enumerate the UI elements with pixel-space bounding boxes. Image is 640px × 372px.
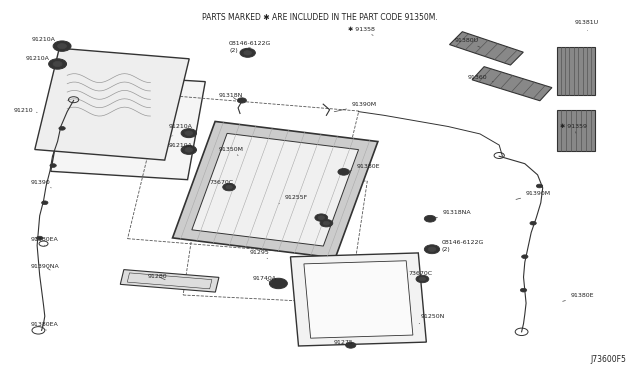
Circle shape [50, 164, 56, 167]
Text: 91318NA: 91318NA [435, 209, 472, 218]
Circle shape [424, 215, 436, 222]
Circle shape [419, 277, 426, 281]
Text: 91210A: 91210A [32, 36, 60, 46]
Polygon shape [120, 270, 219, 292]
Circle shape [244, 51, 252, 55]
Text: 91390: 91390 [31, 180, 51, 188]
Circle shape [416, 275, 429, 283]
Polygon shape [173, 121, 378, 258]
Circle shape [240, 48, 255, 57]
Text: 91350M: 91350M [219, 147, 244, 155]
Text: (2): (2) [442, 247, 451, 253]
Text: 91380EA: 91380EA [31, 322, 58, 330]
Text: S: S [248, 47, 251, 52]
Text: 91380E: 91380E [563, 293, 595, 301]
Circle shape [424, 245, 440, 254]
Circle shape [226, 185, 232, 189]
Polygon shape [35, 48, 189, 160]
Circle shape [59, 126, 65, 130]
Circle shape [53, 41, 71, 51]
Polygon shape [51, 73, 205, 180]
Circle shape [315, 214, 328, 221]
Circle shape [346, 342, 356, 348]
Circle shape [536, 184, 543, 188]
Circle shape [223, 183, 236, 191]
Text: ✱ 91359: ✱ 91359 [560, 124, 587, 133]
Text: 91740A: 91740A [253, 276, 277, 282]
Text: 91318N: 91318N [219, 93, 243, 100]
Circle shape [237, 98, 246, 103]
Text: 91380U: 91380U [454, 38, 480, 47]
Text: 91210: 91210 [14, 108, 37, 113]
Polygon shape [449, 32, 524, 65]
Circle shape [320, 219, 333, 227]
Circle shape [181, 145, 196, 154]
Text: 91210A: 91210A [168, 124, 192, 133]
Text: 91360: 91360 [467, 74, 493, 82]
Circle shape [274, 281, 283, 286]
Text: 91390M: 91390M [334, 102, 377, 112]
Text: (2): (2) [229, 48, 238, 53]
Polygon shape [557, 46, 595, 95]
Circle shape [530, 221, 536, 225]
Text: 91280: 91280 [147, 273, 167, 280]
Circle shape [522, 255, 528, 259]
Text: 91295: 91295 [250, 250, 269, 259]
Text: 91210A: 91210A [26, 56, 56, 64]
Text: 91255F: 91255F [279, 195, 308, 204]
Circle shape [318, 216, 324, 219]
Text: 91250N: 91250N [419, 314, 445, 324]
Circle shape [181, 129, 196, 138]
Circle shape [53, 61, 62, 67]
Text: 91381U: 91381U [575, 20, 599, 31]
Polygon shape [304, 261, 413, 338]
Text: 08146-6122G: 08146-6122G [229, 41, 271, 51]
Text: 91210A: 91210A [168, 143, 192, 148]
Text: PARTS MARKED ✱ ARE INCLUDED IN THE PART CODE 91350M.: PARTS MARKED ✱ ARE INCLUDED IN THE PART … [202, 13, 438, 22]
Circle shape [520, 288, 527, 292]
Circle shape [269, 278, 287, 289]
Circle shape [323, 221, 330, 225]
Circle shape [185, 131, 193, 135]
Text: ✱ 91358: ✱ 91358 [348, 27, 374, 35]
Text: 91390M: 91390M [516, 191, 551, 199]
Text: 91275: 91275 [334, 340, 354, 345]
Polygon shape [472, 67, 552, 101]
Circle shape [185, 148, 193, 152]
Circle shape [49, 59, 67, 69]
Circle shape [58, 44, 67, 49]
Text: 73670C: 73670C [210, 180, 234, 185]
Text: 91380EA: 91380EA [31, 237, 58, 246]
Text: J73600F5: J73600F5 [590, 355, 626, 364]
Text: 91380E: 91380E [348, 164, 381, 171]
Circle shape [42, 201, 48, 205]
Polygon shape [557, 110, 595, 151]
Circle shape [428, 247, 436, 251]
Circle shape [36, 236, 43, 240]
Polygon shape [192, 134, 358, 246]
Circle shape [338, 169, 349, 175]
Text: 73670C: 73670C [408, 271, 433, 279]
Text: 91390NA: 91390NA [31, 264, 60, 270]
Polygon shape [291, 253, 426, 346]
Text: 08146-6122G: 08146-6122G [434, 240, 484, 248]
